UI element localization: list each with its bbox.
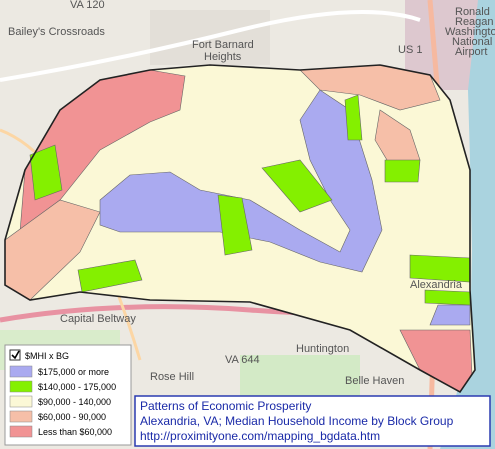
block-group — [344, 94, 363, 141]
info-subtitle: Alexandria, VA; Median Household Income … — [140, 414, 454, 428]
block-group — [429, 304, 471, 326]
legend-label: Less than $60,000 — [38, 427, 112, 437]
info-box: Patterns of Economic Prosperity Alexandr… — [134, 395, 491, 447]
road-label: US 1 — [398, 44, 422, 56]
legend-label: $60,000 - 90,000 — [38, 412, 106, 422]
legend-label: $175,000 or more — [38, 367, 109, 377]
legend-title: $MHI x BG — [25, 351, 69, 361]
road-label: VA 120 — [70, 0, 105, 11]
block-group — [409, 254, 471, 283]
block-group — [77, 259, 143, 293]
block-group — [384, 159, 421, 183]
road-label: VA 644 — [225, 354, 260, 366]
place-label: Ronald — [455, 6, 490, 18]
place-label: Alexandria — [410, 279, 463, 291]
legend: $MHI x BG $175,000 or more $140,000 - 175… — [4, 344, 132, 446]
legend-swatch — [9, 395, 33, 408]
info-title: Patterns of Economic Prosperity — [140, 399, 311, 413]
place-label: Fort Barnard — [192, 39, 254, 51]
layer-checkbox[interactable] — [9, 349, 21, 361]
place-label: Rose Hill — [150, 371, 194, 383]
legend-swatch — [9, 425, 33, 438]
place-label: Bailey's Crossroads — [8, 26, 105, 38]
block-group — [424, 289, 471, 306]
legend-swatch — [9, 410, 33, 423]
place-label: Heights — [204, 51, 242, 63]
place-label: Huntington — [296, 343, 349, 355]
block-group — [261, 159, 333, 213]
legend-label: $140,000 - 175,000 — [38, 382, 116, 392]
block-group — [217, 194, 253, 256]
city-boundary — [4, 64, 476, 394]
info-link[interactable]: http://proximityone.com/mapping_bgdata.h… — [140, 429, 380, 443]
legend-label: $90,000 - 140,000 — [38, 397, 111, 407]
road — [0, 10, 421, 82]
place-label: Airport — [455, 46, 487, 58]
legend-swatch — [9, 380, 33, 393]
info-box-frame — [134, 395, 491, 447]
place-label: National — [452, 36, 492, 48]
place-label: Reagan — [455, 16, 494, 28]
check-mark — [11, 350, 20, 360]
place-label: Washington — [445, 26, 495, 38]
river — [440, 0, 495, 449]
block-group — [29, 144, 63, 201]
place-label: Belle Haven — [345, 375, 404, 387]
road-label: Capital Beltway — [60, 313, 136, 325]
legend-swatch — [9, 365, 33, 378]
